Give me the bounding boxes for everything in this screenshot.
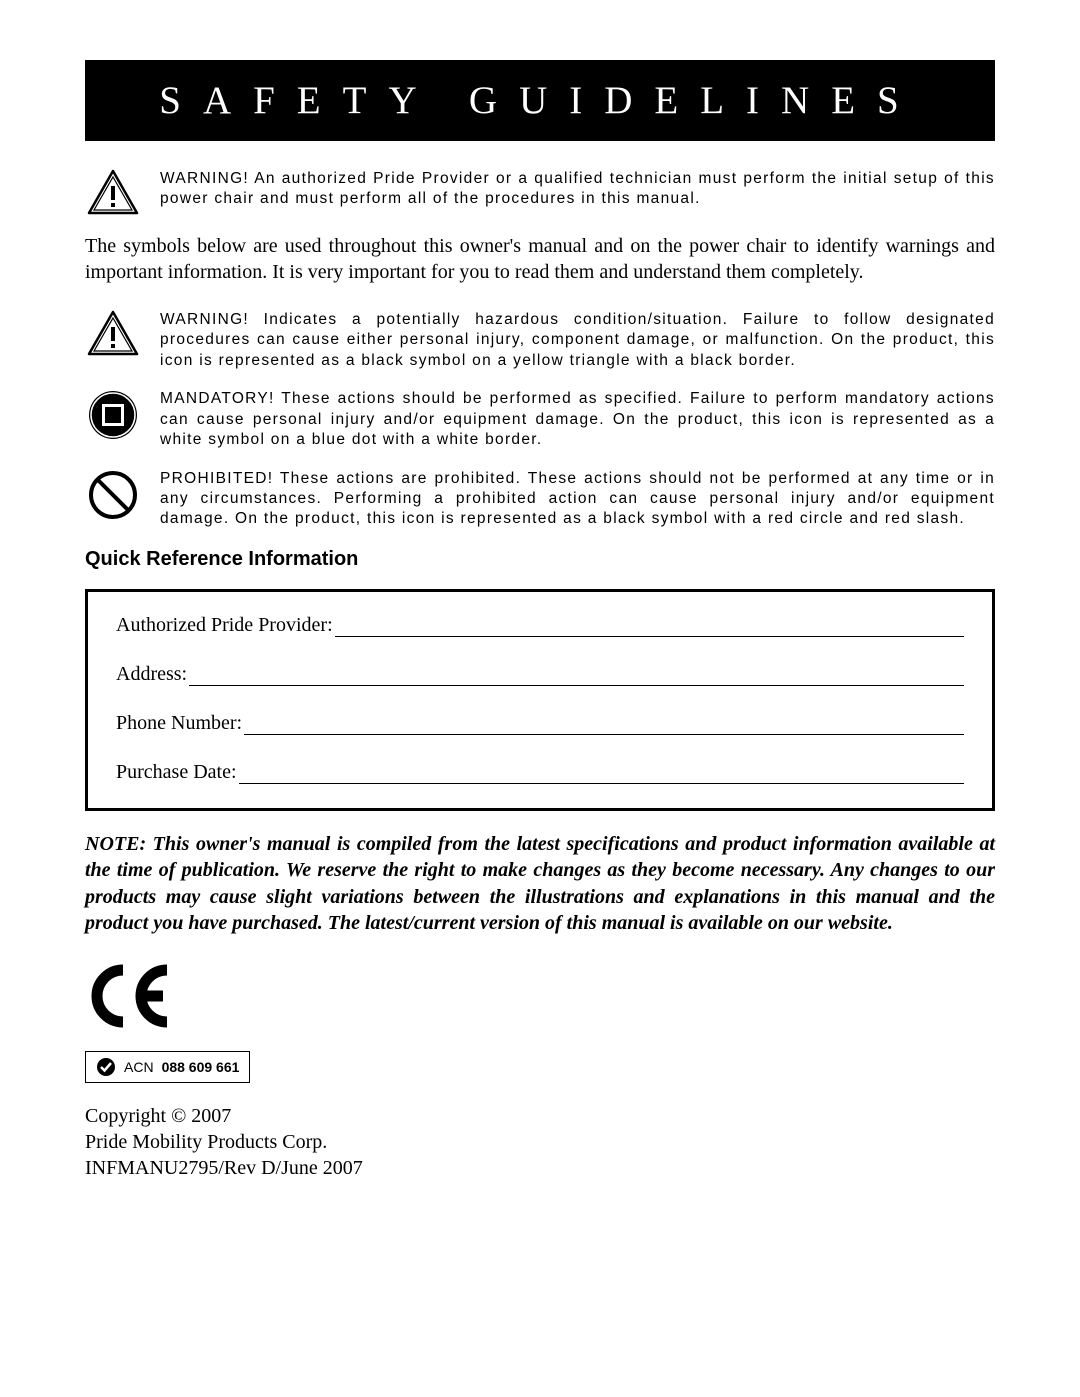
copyright-line: Copyright © 2007 bbox=[85, 1103, 995, 1129]
provider-line: Authorized Pride Provider: bbox=[116, 614, 964, 637]
address-blank[interactable] bbox=[189, 668, 964, 686]
address-label: Address: bbox=[116, 663, 187, 686]
provider-blank[interactable] bbox=[335, 619, 964, 637]
intro-text: The symbols below are used throughout th… bbox=[85, 233, 995, 286]
footer: Copyright © 2007 Pride Mobility Products… bbox=[85, 1103, 995, 1181]
warning-top-row: WARNING! An authorized Pride Provider or… bbox=[85, 169, 995, 215]
acn-label: ACN bbox=[124, 1059, 154, 1075]
date-blank[interactable] bbox=[239, 766, 964, 784]
warning-triangle-icon bbox=[85, 169, 140, 215]
warning-top-text: WARNING! An authorized Pride Provider or… bbox=[160, 169, 995, 210]
acn-box: ACN 088 609 661 bbox=[85, 1051, 250, 1083]
address-line: Address: bbox=[116, 663, 964, 686]
mandatory-circle-icon bbox=[85, 389, 140, 441]
symbol-mandatory-row: MANDATORY! These actions should be perfo… bbox=[85, 389, 995, 450]
quick-reference-heading: Quick Reference Information bbox=[85, 548, 995, 571]
date-label: Purchase Date: bbox=[116, 761, 237, 784]
provider-label: Authorized Pride Provider: bbox=[116, 614, 333, 637]
symbol-mandatory-text: MANDATORY! These actions should be perfo… bbox=[160, 389, 995, 450]
ce-mark-icon bbox=[85, 964, 995, 1033]
phone-line: Phone Number: bbox=[116, 712, 964, 735]
symbol-warning-row: WARNING! Indicates a potentially hazardo… bbox=[85, 310, 995, 371]
note-text: NOTE: This owner's manual is compiled fr… bbox=[85, 831, 995, 937]
quick-reference-box: Authorized Pride Provider: Address: Phon… bbox=[85, 589, 995, 811]
docid-line: INFMANU2795/Rev D/June 2007 bbox=[85, 1155, 995, 1181]
symbol-prohibited-row: PROHIBITED! These actions are prohibited… bbox=[85, 469, 995, 530]
check-circle-icon bbox=[96, 1057, 116, 1077]
phone-label: Phone Number: bbox=[116, 712, 242, 735]
symbol-prohibited-text: PROHIBITED! These actions are prohibited… bbox=[160, 469, 995, 530]
acn-number: 088 609 661 bbox=[162, 1059, 240, 1075]
company-line: Pride Mobility Products Corp. bbox=[85, 1129, 995, 1155]
phone-blank[interactable] bbox=[244, 717, 964, 735]
date-line: Purchase Date: bbox=[116, 761, 964, 784]
warning-triangle-icon bbox=[85, 310, 140, 356]
title-bar: SAFETY GUIDELINES bbox=[85, 60, 995, 141]
prohibited-circle-icon bbox=[85, 469, 140, 521]
symbol-warning-text: WARNING! Indicates a potentially hazardo… bbox=[160, 310, 995, 371]
